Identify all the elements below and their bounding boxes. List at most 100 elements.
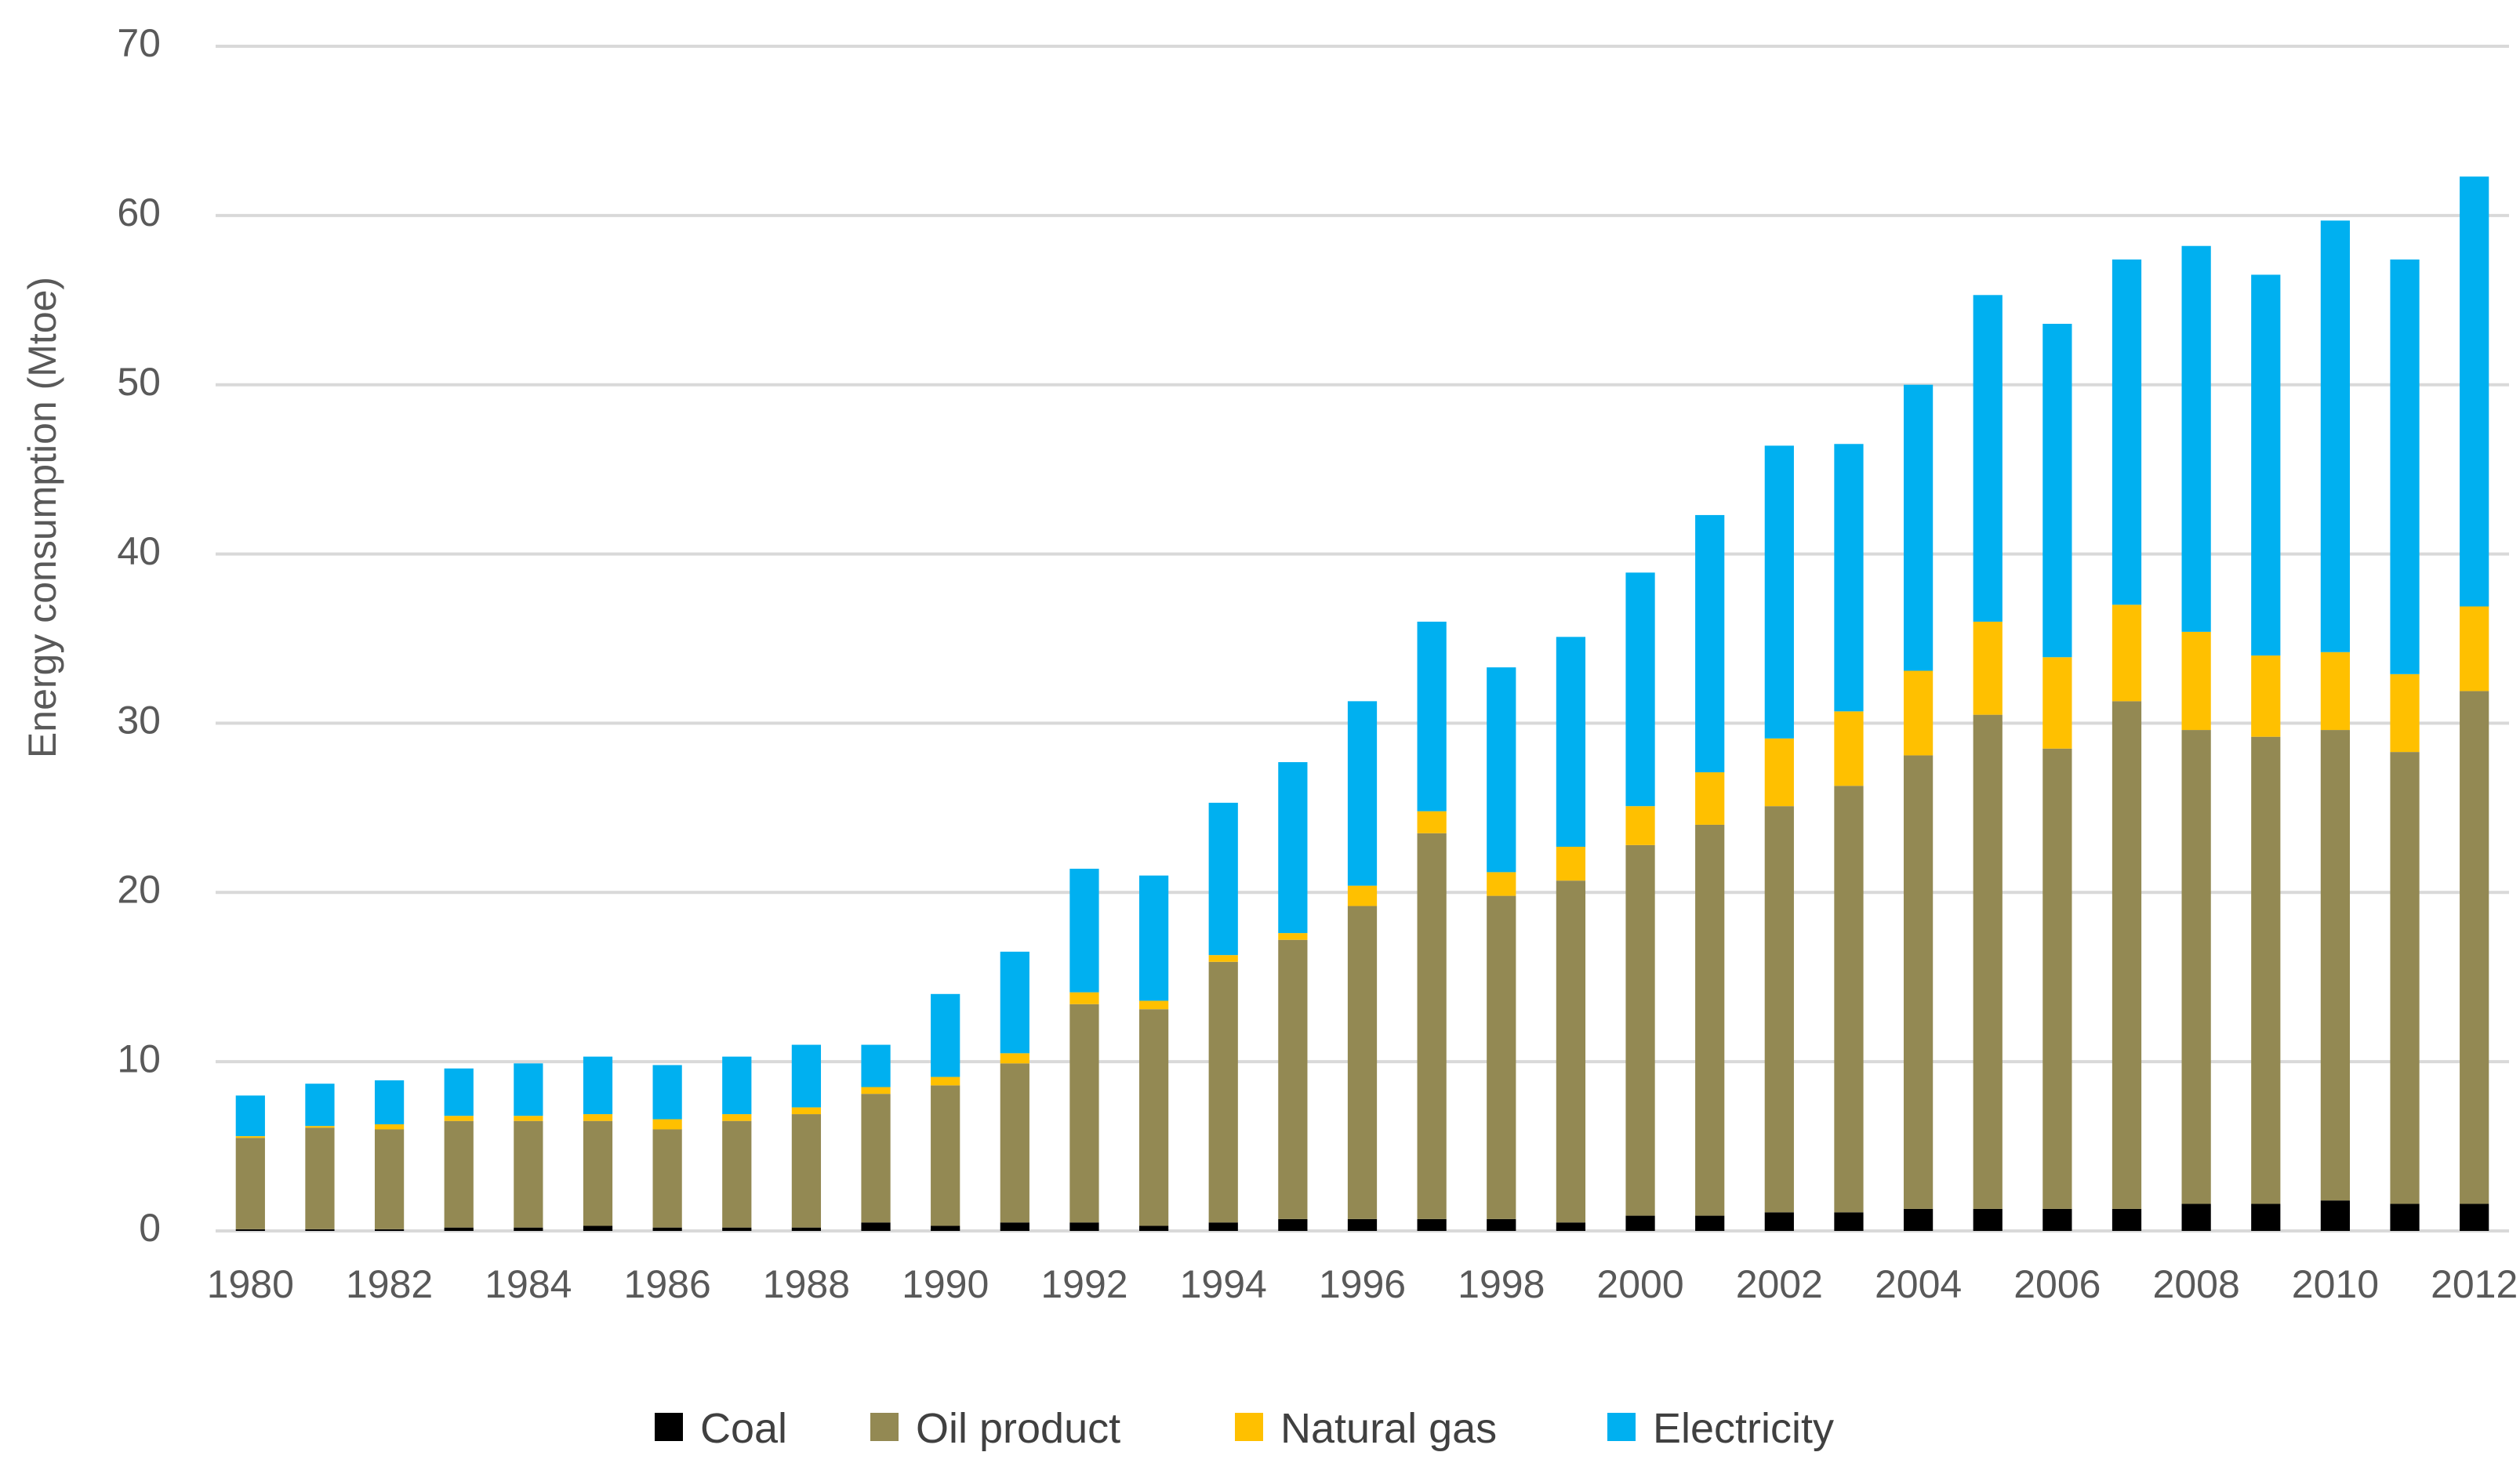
bar-coal-1997 [1418,1219,1447,1231]
bar-oil-product-1994 [1209,962,1238,1222]
bar-natural-gas-2010 [2321,652,2350,730]
bar-electricity-1997 [1418,622,1447,811]
bar-coal-1992 [1069,1222,1098,1231]
x-tick-label: 2006 [2013,1262,2101,1306]
bar-oil-product-1999 [1556,880,1585,1222]
bar-oil-product-1993 [1139,1009,1168,1225]
bar-coal-1988 [792,1228,821,1231]
bar-oil-product-2010 [2321,730,2350,1200]
y-tick-label: 40 [117,529,161,573]
bar-natural-gas-1982 [375,1124,404,1129]
bar-electricity-1995 [1278,762,1307,933]
bar-electricity-1981 [305,1084,334,1126]
bar-natural-gas-1997 [1418,811,1447,833]
legend: Coal Oil product Natural gas Electricity [655,1405,1834,1452]
stacked-bar-chart: 010203040506070 1980 1982 1984 1986 1988 1990… [0,0,2520,1463]
x-tick-label: 1980 [207,1262,294,1306]
bar-electricity-2005 [1974,295,2003,622]
bar-electricity-2012 [2460,176,2489,606]
bar-coal-2003 [1834,1212,1863,1231]
bar-natural-gas-2008 [2182,632,2211,730]
bar-oil-product-1997 [1418,833,1447,1219]
bar-coal-2008 [2182,1203,2211,1231]
bar-oil-product-1989 [861,1094,890,1222]
bar-coal-1994 [1209,1222,1238,1231]
bar-natural-gas-1984 [514,1116,543,1120]
bar-oil-product-1982 [375,1129,404,1229]
bar-electricity-1993 [1139,876,1168,1001]
legend-swatch-coal [655,1413,683,1441]
bar-electricity-2007 [2112,260,2141,604]
bar-natural-gas-1983 [445,1116,474,1120]
bar-natural-gas-2002 [1765,739,1794,806]
bar-natural-gas-2009 [2251,655,2280,737]
bar-natural-gas-1981 [305,1126,334,1127]
x-tick-label: 1992 [1040,1262,1127,1306]
bar-natural-gas-1995 [1278,933,1307,940]
bar-natural-gas-1996 [1348,886,1377,906]
bar-coal-2007 [2112,1209,2141,1231]
bar-natural-gas-1985 [583,1114,612,1121]
bar-electricity-1990 [931,994,960,1077]
x-tick-label: 1982 [346,1262,433,1306]
bar-natural-gas-2006 [2043,657,2072,749]
bar-oil-product-1998 [1487,896,1516,1219]
bar-oil-product-2009 [2251,737,2280,1204]
y-tick-label: 0 [139,1206,161,1250]
bar-natural-gas-1992 [1069,993,1098,1004]
y-tick-label: 20 [117,867,161,911]
bar-coal-2000 [1625,1216,1654,1231]
y-tick-label: 30 [117,699,161,742]
bar-natural-gas-1989 [861,1087,890,1095]
bar-coal-1984 [514,1228,543,1231]
bar-natural-gas-2007 [2112,604,2141,701]
bar-coal-1980 [236,1229,265,1231]
bar-coal-1989 [861,1222,890,1231]
bar-electricity-1980 [236,1095,265,1136]
bar-electricity-1982 [375,1080,404,1124]
bar-oil-product-2012 [2460,691,2489,1203]
bar-natural-gas-1986 [653,1120,682,1130]
bar-natural-gas-2004 [1904,671,1933,756]
bar-coal-1987 [722,1228,751,1231]
bar-natural-gas-2012 [2460,606,2489,691]
bar-electricity-2001 [1695,515,1724,772]
bar-oil-product-1984 [514,1121,543,1228]
bar-natural-gas-1994 [1209,955,1238,962]
bar-electricity-1998 [1487,667,1516,872]
bar-electricity-1999 [1556,637,1585,847]
y-tick-label: 60 [117,191,161,234]
bar-oil-product-1987 [722,1121,751,1228]
bar-oil-product-2005 [1974,715,2003,1209]
bar-coal-2011 [2390,1203,2419,1231]
bar-oil-product-2002 [1765,806,1794,1212]
bar-natural-gas-1988 [792,1107,821,1114]
bar-natural-gas-2001 [1695,772,1724,825]
bar-electricity-1986 [653,1065,682,1119]
x-tick-label: 1984 [485,1262,572,1306]
legend-swatch-electricity [1607,1413,1636,1441]
legend-swatch-oil-product [870,1413,899,1441]
legend-label-electricity: Electricity [1653,1405,1834,1452]
bar-natural-gas-1991 [1000,1053,1029,1063]
bar-coal-2009 [2251,1203,2280,1231]
bar-electricity-1988 [792,1045,821,1108]
bar-natural-gas-1999 [1556,847,1585,880]
x-tick-label: 1986 [624,1262,711,1306]
bar-electricity-1987 [722,1057,751,1114]
bar-electricity-2000 [1625,572,1654,806]
y-tick-label: 10 [117,1036,161,1080]
bar-electricity-2004 [1904,385,1933,671]
legend-label-oil-product: Oil product [916,1405,1120,1452]
bar-oil-product-1995 [1278,940,1307,1219]
bar-oil-product-1985 [583,1121,612,1226]
bar-electricity-1983 [445,1069,474,1116]
bar-oil-product-1983 [445,1121,474,1228]
x-tick-label: 2012 [2431,1262,2518,1306]
legend-label-coal: Coal [700,1405,787,1452]
bar-coal-1982 [375,1229,404,1231]
bar-natural-gas-2000 [1625,806,1654,845]
x-tick-label: 2000 [1596,1262,1683,1306]
bar-coal-1981 [305,1229,334,1231]
bar-oil-product-2003 [1834,786,1863,1212]
